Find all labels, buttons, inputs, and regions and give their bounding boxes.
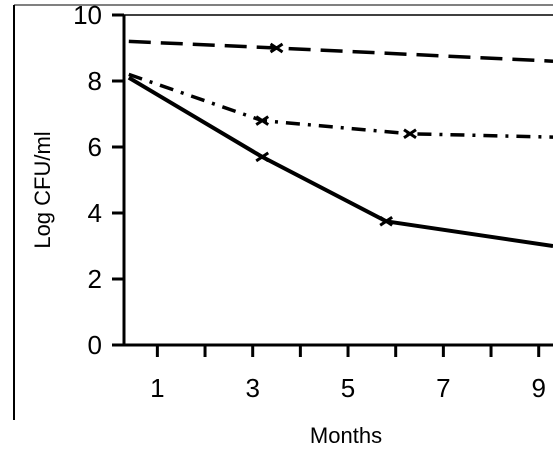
y-tick-label: 10 — [73, 0, 102, 30]
series-2-point — [403, 128, 417, 140]
series-group — [127, 39, 553, 248]
x-tick-label: 3 — [245, 373, 259, 403]
y-tick-label: 6 — [88, 132, 102, 162]
series-line-3 — [127, 75, 553, 248]
x-tick-label: 5 — [341, 373, 355, 403]
series-line-1 — [128, 39, 553, 63]
y-tick-label: 8 — [88, 66, 102, 96]
plot-frame — [13, 4, 553, 420]
series-1-point — [269, 42, 284, 54]
x-axis-ticks: 1 3 5 7 9 — [150, 345, 546, 403]
y-axis-title: Log CFU/ml — [30, 131, 55, 248]
y-tick-label: 0 — [88, 330, 102, 360]
y-tick-label: 2 — [88, 264, 102, 294]
x-axis-title: Months — [310, 423, 382, 448]
x-tick-label: 9 — [531, 373, 545, 403]
y-tick-label: 4 — [88, 198, 102, 228]
series-3-point — [379, 216, 393, 227]
series-line-2 — [128, 72, 553, 139]
y-axis-ticks: 0 2 4 6 8 10 — [73, 0, 124, 360]
x-tick-label: 7 — [436, 373, 450, 403]
series-2-point — [255, 115, 270, 126]
series-3-point — [255, 151, 270, 163]
x-tick-label: 1 — [150, 373, 164, 403]
